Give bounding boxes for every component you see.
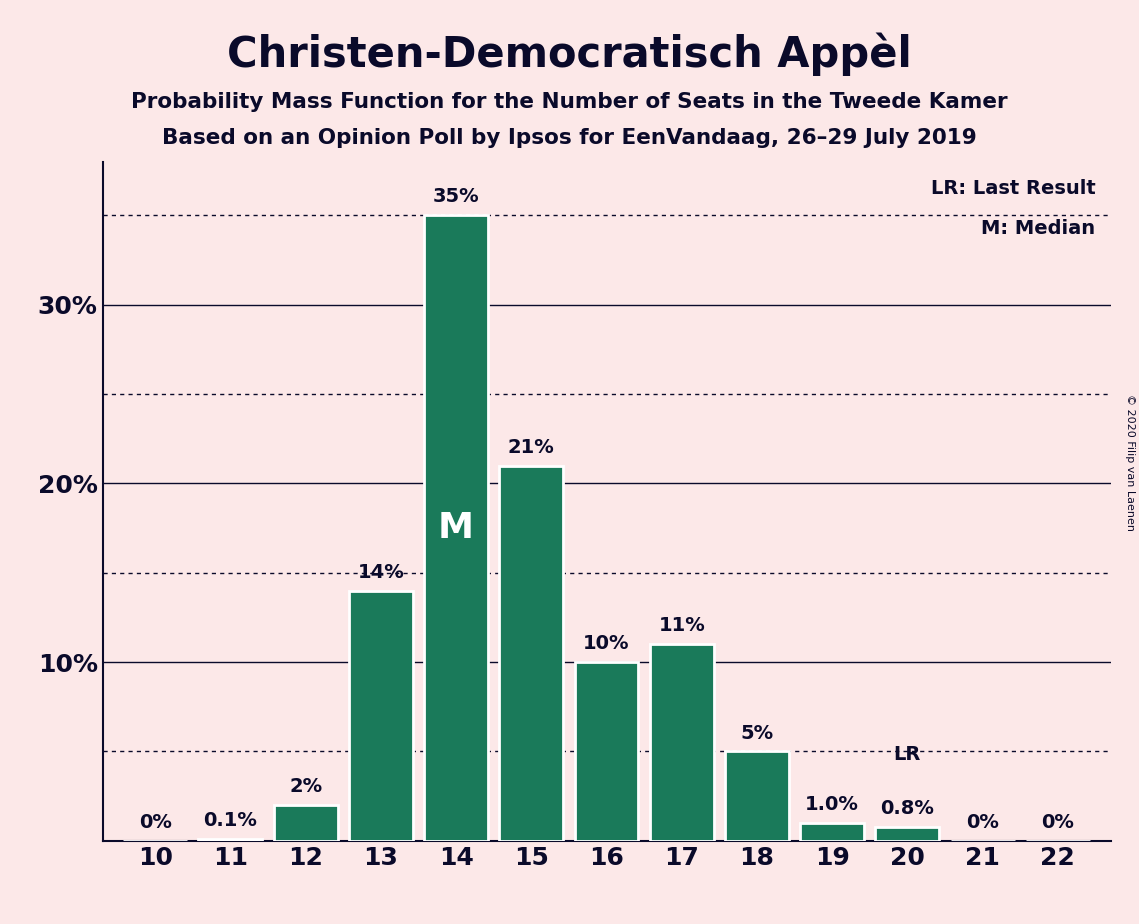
Text: Christen-Democratisch Appèl: Christen-Democratisch Appèl xyxy=(227,32,912,76)
Bar xyxy=(649,644,714,841)
Text: 0.8%: 0.8% xyxy=(880,798,934,818)
Text: 35%: 35% xyxy=(433,188,480,206)
Bar xyxy=(424,215,487,841)
Text: Probability Mass Function for the Number of Seats in the Tweede Kamer: Probability Mass Function for the Number… xyxy=(131,92,1008,113)
Text: 0%: 0% xyxy=(966,813,999,832)
Bar xyxy=(198,839,262,841)
Text: 0.1%: 0.1% xyxy=(204,811,257,830)
Text: 1.0%: 1.0% xyxy=(805,795,859,814)
Text: M: Median: M: Median xyxy=(982,219,1096,238)
Text: M: M xyxy=(439,511,474,545)
Text: 21%: 21% xyxy=(508,438,555,456)
Bar xyxy=(801,823,865,841)
Text: 0%: 0% xyxy=(1041,813,1074,832)
Text: 14%: 14% xyxy=(358,563,404,582)
Text: 2%: 2% xyxy=(289,777,322,796)
Text: LR: LR xyxy=(894,745,921,764)
Bar xyxy=(499,466,564,841)
Bar xyxy=(726,751,789,841)
Text: © 2020 Filip van Laenen: © 2020 Filip van Laenen xyxy=(1125,394,1134,530)
Text: LR: Last Result: LR: Last Result xyxy=(931,178,1096,198)
Bar xyxy=(876,827,940,841)
Text: 11%: 11% xyxy=(658,616,705,636)
Bar xyxy=(574,663,639,841)
Bar xyxy=(349,590,412,841)
Bar xyxy=(273,805,337,841)
Text: 10%: 10% xyxy=(583,634,630,653)
Text: 5%: 5% xyxy=(740,723,773,743)
Text: Based on an Opinion Poll by Ipsos for EenVandaag, 26–29 July 2019: Based on an Opinion Poll by Ipsos for Ee… xyxy=(162,128,977,148)
Text: 0%: 0% xyxy=(139,813,172,832)
